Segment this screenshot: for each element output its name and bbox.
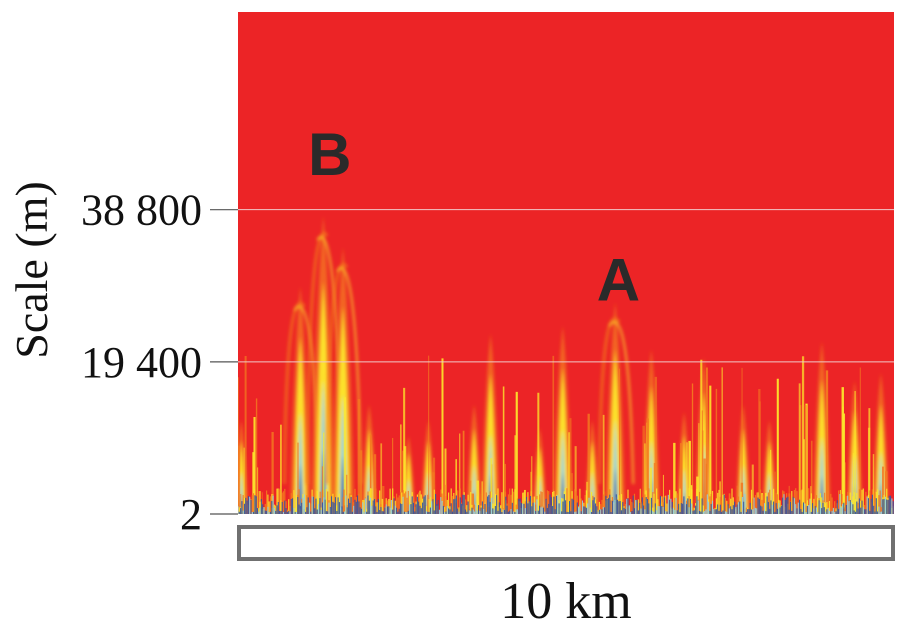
plume <box>325 247 363 514</box>
annotations: BA <box>308 121 640 314</box>
y-tick-label: 2 <box>180 490 202 539</box>
y-ticks: 2 19 400 38 800 <box>81 186 238 539</box>
plume <box>597 302 635 514</box>
noise-layer <box>238 488 894 514</box>
y-axis-label: Scale (m) <box>6 181 57 359</box>
scale-bar-label: 10 km <box>500 573 631 630</box>
y-tick-label: 19 400 <box>81 338 202 387</box>
scale-bar <box>237 525 895 561</box>
annotation-label: B <box>308 121 351 188</box>
y-tick-label: 38 800 <box>81 186 202 235</box>
grid-lines <box>238 209 894 363</box>
annotation-label: A <box>597 247 640 314</box>
